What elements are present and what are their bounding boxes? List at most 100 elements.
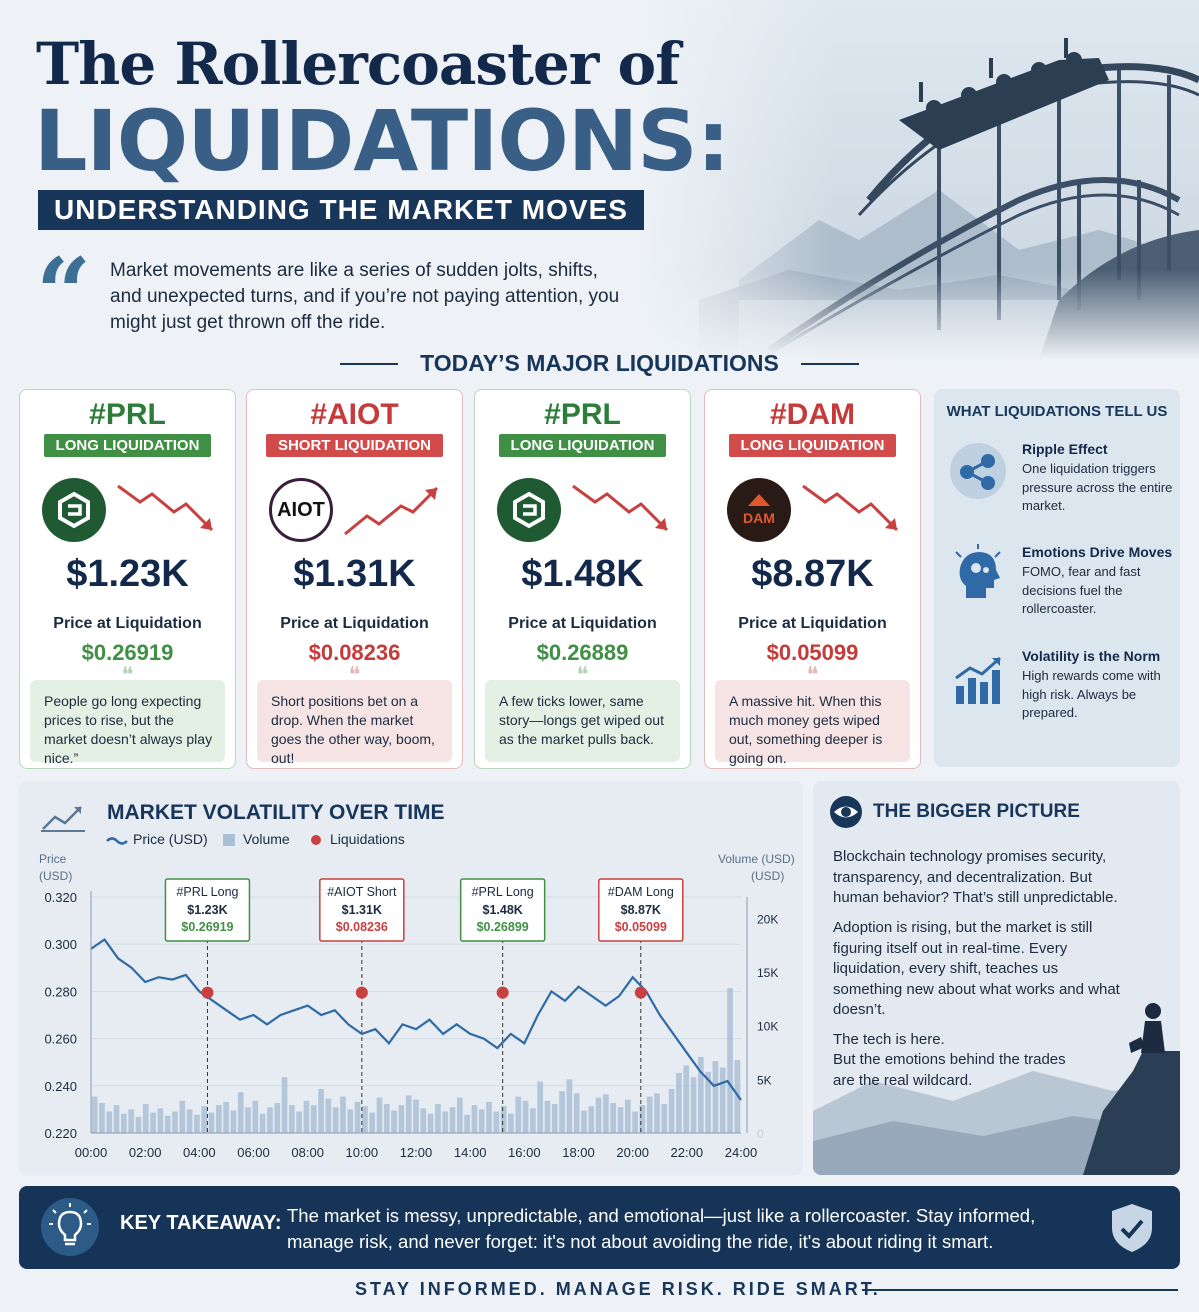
volume-bar: [99, 1102, 105, 1133]
card-price-label: Price at Liquidation: [53, 615, 202, 632]
volume-bar: [456, 1097, 463, 1133]
volume-bar: [398, 1105, 405, 1133]
x-tick-label: 24:00: [725, 1145, 758, 1160]
liquidation-callout-label: #PRL Long: [472, 885, 534, 899]
chart-trend-icon: [41, 806, 85, 832]
bigger-picture-p3b: But the emotions behind the trades are t…: [833, 1051, 1066, 1089]
liquidation-marker: [355, 986, 368, 999]
chart-title: MARKET VOLATILITY OVER TIME: [107, 801, 445, 824]
volume-bar: [135, 1116, 142, 1133]
volume-bar: [230, 1110, 237, 1133]
volume-bar: [106, 1111, 113, 1133]
legend-liquidations: Liquidations: [330, 831, 405, 847]
volume-bar: [719, 1067, 726, 1133]
volume-bar: [442, 1111, 449, 1133]
title-line-1: The Rollercoaster of: [36, 30, 680, 98]
rollercoaster-illustration: [639, 0, 1199, 360]
volume-bar: [208, 1112, 215, 1133]
y2-tick-label: 5K: [757, 1073, 772, 1087]
liquidations-tell-us-panel: WHAT LIQUIDATIONS TELL US Ripple Effect …: [934, 389, 1180, 767]
tells-title: WHAT LIQUIDATIONS TELL US: [946, 403, 1168, 420]
volume-bar: [413, 1099, 419, 1133]
x-tick-label: 18:00: [562, 1145, 595, 1160]
volume-bar: [676, 1072, 682, 1133]
volume-bar: [164, 1115, 171, 1133]
note-quote-icon: ❝: [806, 663, 819, 688]
y-tick-label: 0.240: [44, 1079, 77, 1094]
card-ticker: #AIOT: [310, 398, 399, 431]
x-tick-label: 16:00: [508, 1145, 541, 1160]
volume-bar: [486, 1101, 492, 1133]
volume-bar: [267, 1107, 273, 1133]
volume-bar: [215, 1105, 222, 1133]
volume-bar: [281, 1077, 288, 1133]
card-price-label: Price at Liquidation: [280, 615, 429, 632]
liquidations-title: TODAY’S MAJOR LIQUIDATIONS: [420, 350, 779, 376]
bar-chart-icon: [955, 656, 1001, 704]
volume-bar: [128, 1109, 135, 1133]
liquidation-callout-amount: $1.31K: [342, 903, 382, 917]
x-tick-label: 12:00: [400, 1145, 433, 1160]
volume-bar: [237, 1092, 244, 1133]
takeaway-text: The market is messy, unpredictable, and …: [287, 1205, 1036, 1252]
volume-bar: [522, 1100, 529, 1133]
volume-bar: [573, 1093, 580, 1133]
volume-bar: [142, 1104, 149, 1133]
liquidation-callout-box: [459, 878, 546, 942]
volume-bar: [172, 1111, 178, 1133]
tell-desc: High rewards come with high risk. Always…: [1022, 668, 1161, 720]
quote-icon: “: [36, 237, 92, 350]
card-price-value: $0.05099: [766, 640, 859, 665]
volume-bar: [449, 1107, 456, 1133]
volume-bar: [259, 1113, 266, 1133]
liquidation-callout-box: [319, 878, 405, 942]
y2-tick-label: 15K: [757, 966, 778, 980]
volume-bar: [369, 1112, 376, 1133]
bigger-picture-panel: THE BIGGER PICTURE Blockchain technology…: [813, 781, 1180, 1175]
volume-bar: [712, 1061, 719, 1133]
subtitle-banner: UNDERSTANDING THE MARKET MOVES: [38, 190, 644, 230]
x-tick-label: 22:00: [671, 1145, 704, 1160]
volume-bar: [325, 1098, 332, 1133]
card-amount: $1.48K: [521, 553, 644, 595]
card-price-label: Price at Liquidation: [508, 615, 657, 632]
trend-up-icon: [344, 486, 439, 536]
note-quote-icon: ❝: [348, 663, 361, 688]
liquidation-callout-price: $0.26899: [477, 920, 529, 934]
liquidation-callout-label: #AIOT Short: [327, 885, 397, 899]
liquidation-callout-label: #PRL Long: [176, 885, 238, 899]
tell-desc: One liquidation triggers pressure across…: [1022, 461, 1173, 513]
heading-rule-left: [340, 362, 399, 365]
volume-bar: [595, 1097, 602, 1133]
trend-down-icon: [117, 484, 214, 532]
card-note-text: Short positions bet on a drop. When the …: [271, 693, 435, 766]
heading-rule-right: [800, 362, 859, 365]
y-tick-label: 0.260: [44, 1032, 77, 1047]
volume-bar: [121, 1113, 127, 1133]
legend-price-swatch: [106, 837, 128, 845]
x-tick-label: 10:00: [346, 1145, 379, 1160]
liquidations-heading: TODAY’S MAJOR LIQUIDATIONS: [0, 350, 1199, 377]
eye-icon: [830, 796, 862, 828]
y2-tick-label: 20K: [757, 912, 778, 926]
liquidation-callout-label: #DAM Long: [608, 885, 674, 899]
card-price-value: $0.26889: [536, 640, 629, 665]
volume-bar: [668, 1089, 675, 1133]
volume-bar: [383, 1104, 390, 1133]
card-note-text: A few ticks lower, same story—longs get …: [499, 693, 664, 747]
volume-bar: [252, 1100, 259, 1133]
liquidation-callout-amount: $1.48K: [483, 903, 523, 917]
liquidation-callout-box: [164, 878, 251, 942]
trend-down-icon: [802, 484, 899, 532]
card-amount: $1.23K: [66, 553, 189, 595]
volume-bar: [559, 1091, 565, 1133]
x-tick-label: 08:00: [291, 1145, 324, 1160]
volatility-chart-panel: MARKET VOLATILITY OVER TIME Price (USD) …: [19, 781, 803, 1175]
y-tick-label: 0.220: [44, 1126, 77, 1141]
y-axis-label: Price (USD): [39, 852, 72, 883]
chart-legend: Price (USD) Volume Liquidations: [106, 831, 405, 847]
liquidation-marker: [634, 986, 647, 999]
volume-bar: [274, 1102, 281, 1133]
y2-axis-label-line: (USD): [751, 869, 784, 883]
liquidation-card-prl-1: #PRL LONG LIQUIDATION $1.23K Price at Li…: [19, 389, 236, 769]
